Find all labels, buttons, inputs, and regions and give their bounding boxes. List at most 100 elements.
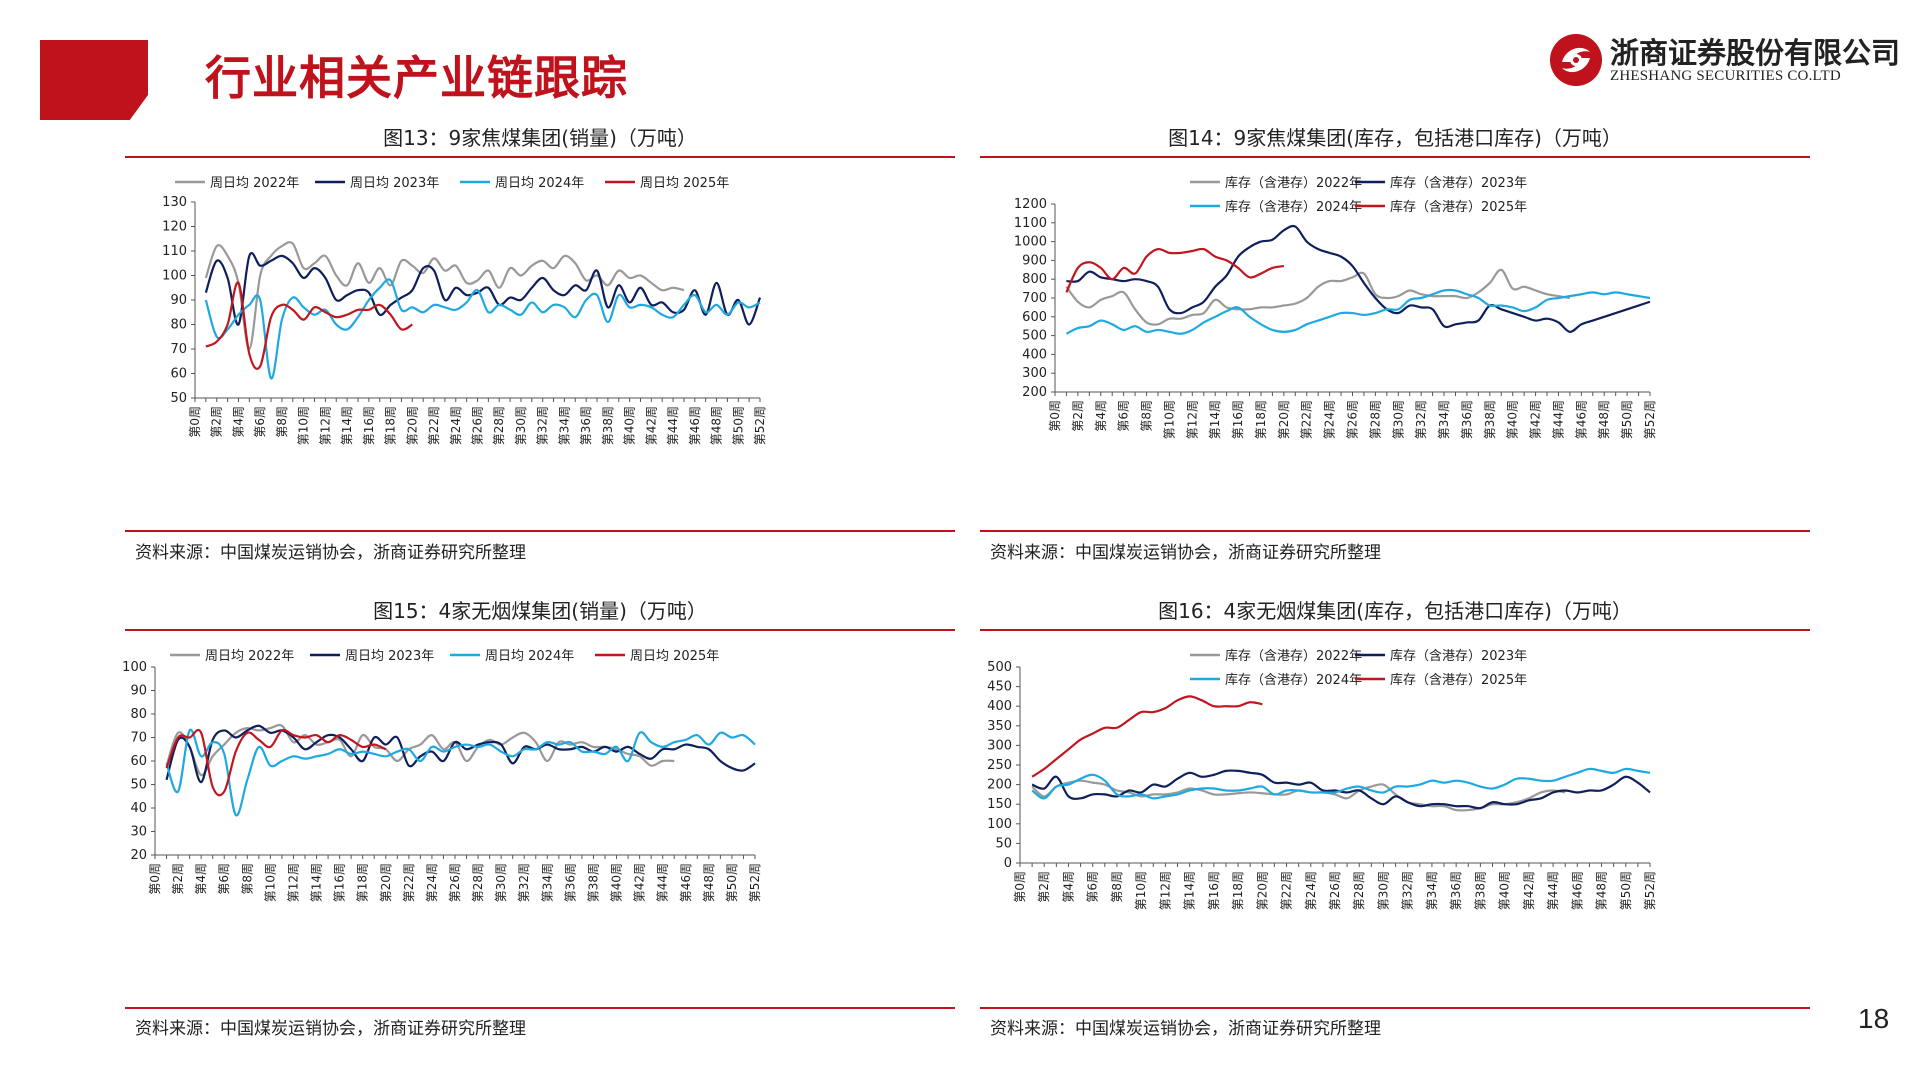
x-tick-label: 第34周 bbox=[1437, 400, 1451, 439]
x-tick-label: 第22周 bbox=[402, 863, 416, 902]
x-tick-label: 第12周 bbox=[286, 863, 300, 902]
x-tick-label: 第2周 bbox=[171, 863, 185, 895]
legend-label: 库存（含港存）2025年 bbox=[1390, 199, 1527, 215]
series-line bbox=[1065, 247, 1285, 293]
source-note: 资料来源：中国煤炭运销协会，浙商证券研究所整理 bbox=[990, 1019, 1381, 1039]
chart-panel-15: 图15：4家无烟煤集团(销量)（万吨） 20 30 40 50 60 70 80 90 100 第… bbox=[122, 595, 955, 1039]
x-tick-label: 第40周 bbox=[610, 863, 624, 902]
y-tick-label: 50 bbox=[995, 836, 1012, 851]
x-tick-label: 第16周 bbox=[362, 406, 376, 445]
logo-name-en: ZHESHANG SECURITIES CO.LTD bbox=[1610, 68, 1841, 84]
chart-title: 图13：9家焦煤集团(销量)（万吨） bbox=[383, 126, 697, 150]
x-tick-label: 第30周 bbox=[1376, 871, 1390, 910]
x-tick-label: 第8周 bbox=[1140, 400, 1154, 432]
footer-divider bbox=[125, 1007, 955, 1009]
logo-name-cn: 浙商证券股份有限公司 bbox=[1610, 36, 1901, 70]
logo-emblem-icon bbox=[1550, 34, 1602, 86]
y-tick-label: 50 bbox=[130, 778, 147, 793]
y-tick-label: 90 bbox=[130, 684, 147, 699]
y-tick-label: 70 bbox=[170, 342, 187, 357]
x-tick-label: 第16周 bbox=[1231, 400, 1245, 439]
x-tick-label: 第32周 bbox=[517, 863, 531, 902]
x-tick-label: 第10周 bbox=[263, 863, 277, 902]
legend-label: 库存（含港存）2023年 bbox=[1390, 648, 1527, 664]
y-tick-label: 40 bbox=[130, 801, 147, 816]
x-tick-label: 第46周 bbox=[688, 406, 702, 445]
x-tick-label: 第10周 bbox=[297, 406, 311, 445]
chart-panel-13: 图13：9家焦煤集团(销量)（万吨） 50 60 70 80 90 100 110 120 13… bbox=[125, 122, 955, 563]
x-tick-label: 第40周 bbox=[1506, 400, 1520, 439]
x-tick-label: 第24周 bbox=[449, 406, 463, 445]
y-tick-label: 1100 bbox=[1014, 216, 1047, 231]
x-tick-label: 第6周 bbox=[1117, 400, 1131, 432]
x-tick-label: 第24周 bbox=[1323, 400, 1337, 439]
x-tick-label: 第38周 bbox=[1483, 400, 1497, 439]
x-tick-label: 第6周 bbox=[253, 406, 267, 438]
series-line bbox=[204, 278, 761, 380]
footer-divider bbox=[125, 530, 955, 532]
legend-label: 周日均 2024年 bbox=[495, 176, 584, 191]
x-tick-label: 第6周 bbox=[1086, 871, 1100, 903]
x-tick-label: 第18周 bbox=[384, 406, 398, 445]
legend-label: 周日均 2023年 bbox=[350, 176, 439, 191]
title-divider bbox=[980, 156, 1810, 158]
x-tick-label: 第14周 bbox=[1208, 400, 1222, 439]
x-tick-label: 第6周 bbox=[217, 863, 231, 895]
x-tick-label: 第26周 bbox=[1346, 400, 1360, 439]
x-tick-label: 第44周 bbox=[1546, 871, 1560, 910]
x-tick-label: 第26周 bbox=[448, 863, 462, 902]
company-logo: 浙商证券股份有限公司 ZHESHANG SECURITIES CO.LTD bbox=[1548, 30, 1908, 92]
x-tick-label: 第44周 bbox=[666, 406, 680, 445]
y-tick-label: 350 bbox=[987, 719, 1012, 734]
y-tick-label: 600 bbox=[1022, 310, 1047, 325]
y-tick-label: 900 bbox=[1022, 253, 1047, 268]
line-chart-13: 50 60 70 80 90 100 110 120 130 第0周 第2周 第4周 第6周 第8周 第10… bbox=[162, 176, 767, 445]
x-tick-label: 第18周 bbox=[1254, 400, 1268, 439]
x-tick-label: 第10周 bbox=[1162, 400, 1176, 439]
x-tick-label: 第36周 bbox=[1449, 871, 1463, 910]
legend-label: 库存（含港存）2023年 bbox=[1390, 175, 1527, 191]
x-tick-label: 第18周 bbox=[356, 863, 370, 902]
legend-label: 库存（含港存）2024年 bbox=[1225, 199, 1362, 215]
x-tick-label: 第42周 bbox=[644, 406, 658, 445]
y-tick-label: 200 bbox=[1022, 385, 1047, 400]
x-tick-label: 第42周 bbox=[633, 863, 647, 902]
x-tick-label: 第30周 bbox=[494, 863, 508, 902]
y-tick-label: 60 bbox=[170, 367, 187, 382]
x-tick-label: 第22周 bbox=[1280, 871, 1294, 910]
title-divider bbox=[980, 629, 1810, 631]
y-tick-label: 300 bbox=[1022, 366, 1047, 381]
x-tick-label: 第20周 bbox=[405, 406, 419, 445]
legend-label: 周日均 2025年 bbox=[630, 649, 719, 664]
x-tick-label: 第16周 bbox=[1207, 871, 1221, 910]
legend-label: 周日均 2023年 bbox=[345, 649, 434, 664]
x-tick-label: 第38周 bbox=[601, 406, 615, 445]
x-tick-label: 第52周 bbox=[1643, 400, 1657, 439]
chart-panel-16: 图16：4家无烟煤集团(库存，包括港口库存)（万吨） 0 50 100 150 200 2… bbox=[980, 595, 1810, 1039]
y-tick-label: 250 bbox=[987, 758, 1012, 773]
y-tick-label: 80 bbox=[130, 707, 147, 722]
x-tick-label: 第50周 bbox=[725, 863, 739, 902]
x-tick-label: 第28周 bbox=[492, 406, 506, 445]
source-note: 资料来源：中国煤炭运销协会，浙商证券研究所整理 bbox=[990, 543, 1381, 563]
x-tick-label: 第30周 bbox=[514, 406, 528, 445]
x-tick-label: 第36周 bbox=[563, 863, 577, 902]
x-tick-label: 第34周 bbox=[540, 863, 554, 902]
y-tick-label: 1200 bbox=[1014, 197, 1047, 212]
x-tick-label: 第46周 bbox=[679, 863, 693, 902]
x-tick-label: 第8周 bbox=[1110, 871, 1124, 903]
y-tick-label: 300 bbox=[987, 738, 1012, 753]
x-tick-label: 第2周 bbox=[1037, 871, 1051, 903]
source-note: 资料来源：中国煤炭运销协会，浙商证券研究所整理 bbox=[135, 543, 526, 563]
y-tick-label: 100 bbox=[122, 660, 147, 675]
x-tick-label: 第22周 bbox=[427, 406, 441, 445]
x-tick-label: 第14周 bbox=[340, 406, 354, 445]
x-tick-label: 第34周 bbox=[557, 406, 571, 445]
legend-label: 库存（含港存）2022年 bbox=[1225, 648, 1362, 664]
series-line bbox=[1066, 224, 1651, 333]
y-tick-label: 120 bbox=[162, 220, 187, 235]
legend-label: 周日均 2024年 bbox=[485, 649, 574, 664]
x-tick-label: 第4周 bbox=[1094, 400, 1108, 432]
x-tick-label: 第38周 bbox=[586, 863, 600, 902]
